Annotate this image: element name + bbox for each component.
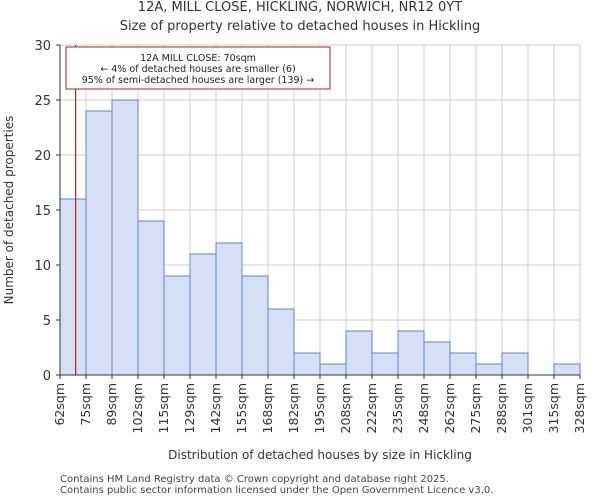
x-tick-label-168sqm: 168sqm	[260, 383, 275, 433]
bar-262sqm	[449, 352, 477, 376]
x-tick-label-301sqm: 301sqm	[520, 383, 535, 433]
y-ticks: 0 5 10 15 20 25 30	[34, 39, 60, 384]
x-tick-label-142sqm: 142sqm	[208, 383, 223, 433]
bar-129sqm	[189, 253, 217, 376]
footer-line-2: Contains public sector information licen…	[60, 485, 494, 496]
x-tick-label-262sqm: 262sqm	[442, 383, 457, 433]
y-tick-label-30: 30	[34, 39, 51, 54]
bar-89sqm	[111, 99, 139, 376]
bar-62sqm	[59, 198, 87, 376]
annotation-line-3: 95% of semi-detached houses are larger (…	[82, 75, 315, 86]
x-tick-label-315sqm: 315sqm	[546, 383, 561, 433]
x-tick-label-222sqm: 222sqm	[364, 383, 379, 433]
chart-title: 12A, MILL CLOSE, HICKLING, NORWICH, NR12…	[137, 0, 463, 15]
x-tick-label-288sqm: 288sqm	[494, 383, 509, 433]
bar-102sqm	[137, 220, 165, 376]
footer-line-1: Contains HM Land Registry data © Crown c…	[60, 474, 449, 485]
bar-288sqm	[501, 352, 529, 376]
x-tick-label-328sqm: 328sqm	[572, 383, 587, 433]
x-tick-label-155sqm: 155sqm	[234, 383, 249, 433]
bar-275sqm	[475, 363, 503, 376]
bar-142sqm	[215, 242, 243, 376]
annotation-line-1: 12A MILL CLOSE: 70sqm	[140, 53, 256, 64]
y-tick-label-15: 15	[34, 204, 51, 219]
x-tick-label-275sqm: 275sqm	[468, 383, 483, 433]
x-ticks: 62sqm 75sqm 89sqm 102sqm 115sqm 129sqm 142sqm 1…	[52, 375, 587, 433]
chart-subtitle: Size of property relative to detached ho…	[119, 19, 481, 34]
x-tick-label-235sqm: 235sqm	[390, 383, 405, 433]
bar-155sqm	[241, 275, 269, 376]
y-tick-label-25: 25	[34, 94, 51, 109]
annotation-line-2: ← 4% of detached houses are smaller (6)	[100, 64, 295, 75]
bar-235sqm	[397, 330, 425, 376]
x-tick-label-195sqm: 195sqm	[312, 383, 327, 433]
bar-115sqm	[163, 275, 191, 376]
x-tick-label-62sqm: 62sqm	[52, 383, 67, 426]
x-tick-label-248sqm: 248sqm	[416, 383, 431, 433]
bar-75sqm	[85, 110, 113, 376]
y-tick-label-0: 0	[43, 369, 51, 384]
bar-248sqm	[423, 341, 451, 376]
x-tick-label-182sqm: 182sqm	[286, 383, 301, 433]
x-tick-label-75sqm: 75sqm	[78, 383, 93, 426]
annotation-box: 12A MILL CLOSE: 70sqm ← 4% of detached h…	[65, 46, 331, 90]
bar-315sqm	[553, 363, 581, 376]
annotation-box-frame	[65, 46, 331, 90]
bar-208sqm	[345, 330, 373, 376]
bar-168sqm	[267, 308, 295, 376]
x-tick-label-208sqm: 208sqm	[338, 383, 353, 433]
y-axis-label: Number of detached properties	[2, 116, 16, 305]
bar-182sqm	[293, 352, 321, 376]
bar-195sqm	[319, 363, 347, 376]
x-tick-label-102sqm: 102sqm	[130, 383, 145, 433]
x-tick-label-115sqm: 115sqm	[156, 383, 171, 433]
y-tick-label-20: 20	[34, 149, 51, 164]
y-tick-label-5: 5	[43, 314, 51, 329]
x-tick-label-89sqm: 89sqm	[104, 383, 119, 426]
y-tick-label-10: 10	[34, 259, 51, 274]
x-tick-label-129sqm: 129sqm	[182, 383, 197, 433]
x-axis-label: Distribution of detached houses by size …	[168, 448, 472, 462]
bar-222sqm	[371, 352, 399, 376]
bars	[59, 99, 581, 376]
